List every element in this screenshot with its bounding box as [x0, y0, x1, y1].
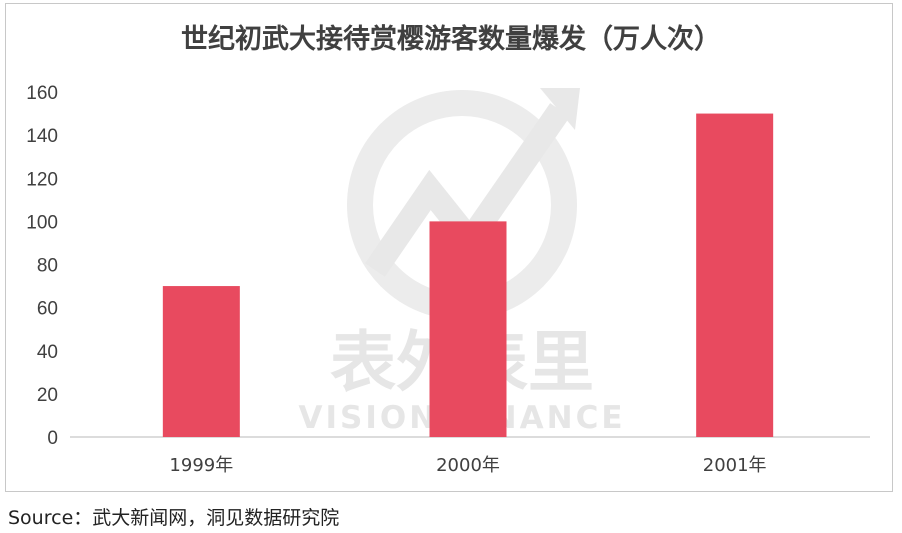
y-tick-label: 160	[26, 83, 58, 104]
bars	[162, 113, 774, 437]
x-tick-label: 2000年	[436, 455, 500, 476]
source-note: Source：武大新闻网，洞见数据研究院	[8, 507, 340, 529]
y-tick-label: 140	[26, 126, 58, 147]
watermark-arrow	[365, 103, 570, 277]
x-tick-label: 2001年	[703, 455, 767, 476]
x-axis-labels: 1999年 2000年 2001年	[169, 455, 766, 476]
y-axis: 0 20 40 60 80 100 120 140 160	[26, 83, 58, 449]
y-tick-label: 0	[47, 428, 58, 449]
bar	[429, 221, 507, 437]
y-tick-label: 120	[26, 169, 58, 190]
y-tick-label: 80	[37, 256, 58, 277]
y-tick-label: 100	[26, 212, 58, 233]
bar	[162, 286, 240, 437]
y-tick-label: 40	[37, 342, 58, 363]
watermark-arrow-head	[540, 88, 580, 130]
x-tick-label: 1999年	[169, 455, 233, 476]
chart-title: 世纪初武大接待赏樱游客数量爆发（万人次）	[181, 23, 721, 55]
y-tick-label: 20	[37, 385, 58, 406]
bar-chart: 表外表里 VISION FINANCE 世纪初武大接待赏樱游客数量爆发（万人次）…	[26, 23, 870, 476]
bar	[696, 113, 774, 437]
y-tick-label: 60	[37, 299, 58, 320]
